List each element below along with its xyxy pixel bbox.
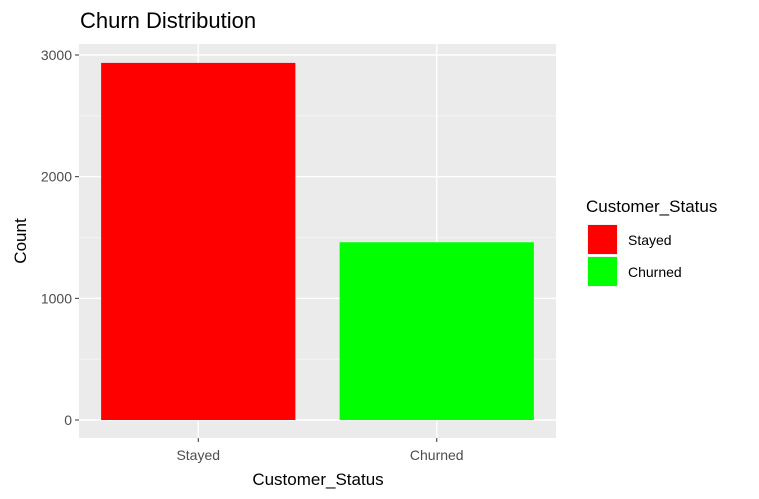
y-tick-label: 1000 [41, 290, 72, 306]
y-tick-label: 2000 [41, 169, 72, 185]
x-axis-title: Customer_Status [252, 470, 383, 489]
legend-entries: Stayed Churned [587, 224, 682, 287]
y-axis-title: Count [11, 218, 30, 264]
legend-swatch-churned [588, 257, 617, 286]
legend-label: Stayed [628, 232, 672, 248]
y-tick-label: 0 [64, 412, 72, 428]
bar-churned [339, 242, 534, 420]
chart-title: Churn Distribution [80, 8, 256, 33]
y-tick-label: 3000 [41, 47, 72, 63]
x-tick-label: Stayed [176, 447, 220, 463]
legend: Customer_Status Stayed Churned [586, 197, 717, 287]
bars [101, 62, 534, 421]
x-axis-ticks: Stayed Churned [176, 438, 464, 463]
bar-stayed [101, 62, 296, 421]
x-tick-label: Churned [410, 447, 464, 463]
legend-title: Customer_Status [586, 197, 717, 216]
legend-label: Churned [628, 264, 682, 280]
y-axis-ticks: 0 1000 2000 3000 [41, 47, 79, 428]
legend-swatch-stayed [588, 225, 617, 254]
